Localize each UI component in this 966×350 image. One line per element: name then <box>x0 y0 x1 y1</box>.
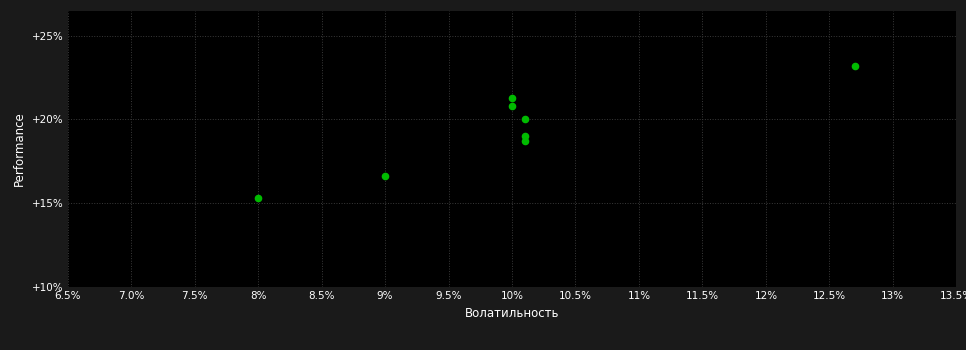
Point <box>517 117 532 122</box>
Point <box>250 195 266 201</box>
Point <box>504 103 520 109</box>
Point <box>847 63 863 69</box>
Y-axis label: Performance: Performance <box>14 111 26 186</box>
Point <box>517 133 532 139</box>
Point <box>378 174 393 179</box>
Point <box>504 95 520 100</box>
X-axis label: Волатильность: Волатильность <box>465 307 559 320</box>
Point <box>517 138 532 144</box>
